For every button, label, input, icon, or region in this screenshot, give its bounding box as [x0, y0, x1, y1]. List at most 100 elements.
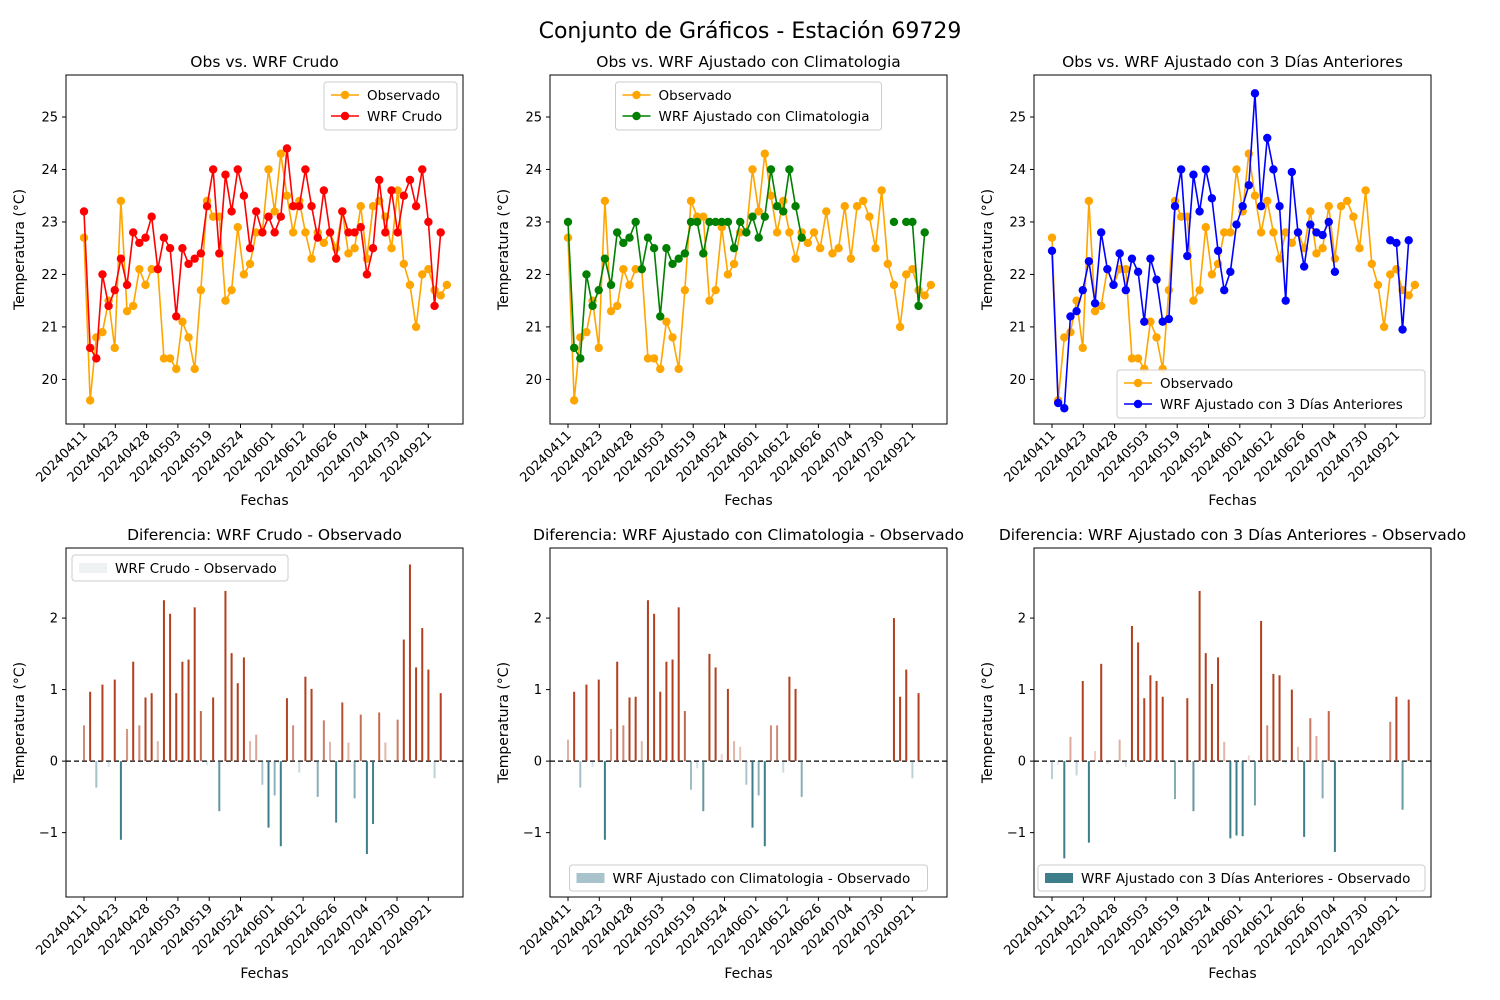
diff-bar [1217, 657, 1220, 762]
diff-bar [341, 702, 344, 762]
data-point [381, 228, 390, 237]
data-point [656, 312, 665, 321]
data-point [582, 270, 591, 279]
diff-bar [1204, 653, 1207, 762]
data-point [129, 301, 138, 311]
data-point [662, 317, 671, 326]
data-point [1355, 243, 1364, 253]
data-point [368, 202, 378, 211]
data-point [1201, 222, 1210, 232]
y-tick-label: 21 [1009, 320, 1026, 335]
diff-bar [132, 661, 135, 762]
diff-bar [113, 679, 116, 762]
data-point [877, 186, 886, 195]
panel-title: Obs vs. WRF Ajustado con Climatologia [596, 53, 901, 71]
diff-bar [702, 761, 705, 812]
data-point [600, 196, 610, 206]
diff-bar [800, 761, 803, 797]
diff-bar [187, 659, 190, 762]
diff-bar [671, 659, 674, 762]
data-point [147, 264, 156, 274]
data-point [1109, 280, 1118, 290]
diff-bar [567, 739, 569, 762]
data-point [405, 175, 415, 185]
data-point [1127, 254, 1137, 263]
data-point [1053, 398, 1063, 408]
diff-bar [236, 683, 239, 762]
y-tick-label: 1 [534, 683, 542, 698]
data-point [754, 207, 763, 216]
data-point [424, 217, 433, 227]
data-point [85, 343, 95, 353]
data-point [926, 280, 936, 290]
data-point [908, 217, 917, 227]
data-point [116, 196, 126, 206]
legend-marker [340, 111, 350, 121]
diff-bar [603, 761, 606, 840]
diff-bar [665, 661, 668, 762]
data-point [418, 270, 427, 279]
data-point [178, 317, 187, 326]
y-tick-label: 22 [41, 268, 58, 283]
data-point [1195, 207, 1204, 216]
data-point [208, 165, 218, 174]
data-point [1140, 317, 1149, 326]
data-point [594, 285, 603, 295]
data-point [729, 243, 739, 253]
diff-bar [708, 653, 711, 762]
data-point [276, 212, 285, 221]
diff-bar [1075, 761, 1078, 776]
legend-box [71, 554, 289, 582]
y-tick-label: 21 [525, 320, 542, 335]
data-point [1133, 267, 1143, 277]
data-point [1404, 236, 1413, 245]
data-point [1127, 354, 1137, 363]
data-point [1361, 186, 1370, 195]
data-point [1312, 249, 1321, 258]
data-point [331, 254, 341, 263]
diff-bar [899, 696, 902, 762]
data-point [1256, 228, 1266, 237]
data-point [1078, 343, 1087, 353]
data-point [1090, 306, 1100, 316]
data-point [258, 228, 267, 237]
data-point [760, 149, 769, 158]
data-point [840, 202, 849, 211]
data-point [190, 364, 199, 374]
diff-bar [757, 761, 760, 796]
data-point [442, 280, 452, 290]
axes-frame [549, 74, 948, 425]
data-point [221, 170, 230, 179]
data-point [288, 202, 298, 211]
legend: Observado WRF Ajustado con Climatologia [615, 81, 882, 131]
data-point [1047, 233, 1057, 242]
data-point [1324, 202, 1333, 211]
data-point [1263, 196, 1272, 206]
y-tick-label: 22 [525, 268, 542, 283]
diff-bar [292, 725, 295, 762]
y-tick-label: 1 [1018, 683, 1026, 698]
diff-bar [415, 667, 418, 762]
diff-bar [138, 725, 141, 762]
data-point [631, 217, 640, 227]
data-point [325, 228, 335, 237]
legend-label: WRF Ajustado con Climatologia [659, 109, 870, 125]
diff-bar [255, 734, 258, 762]
diff-bar [905, 669, 908, 762]
data-point [1121, 264, 1131, 274]
data-point [619, 238, 628, 248]
data-point [141, 233, 150, 242]
diff-bar [1081, 681, 1084, 762]
data-point [1250, 89, 1260, 98]
diff-bar [597, 679, 600, 762]
diff-bar [273, 761, 276, 796]
y-tick-label: 23 [525, 215, 542, 230]
diff-bar [1253, 761, 1256, 806]
data-point [815, 243, 825, 253]
x-axis-label: Fechas [1208, 966, 1256, 982]
y-tick-label: 25 [525, 110, 542, 125]
y-tick-label: −1 [523, 826, 542, 841]
diff-bar [1229, 761, 1232, 839]
diff-bar [579, 761, 582, 788]
diff-bar [1137, 642, 1140, 762]
